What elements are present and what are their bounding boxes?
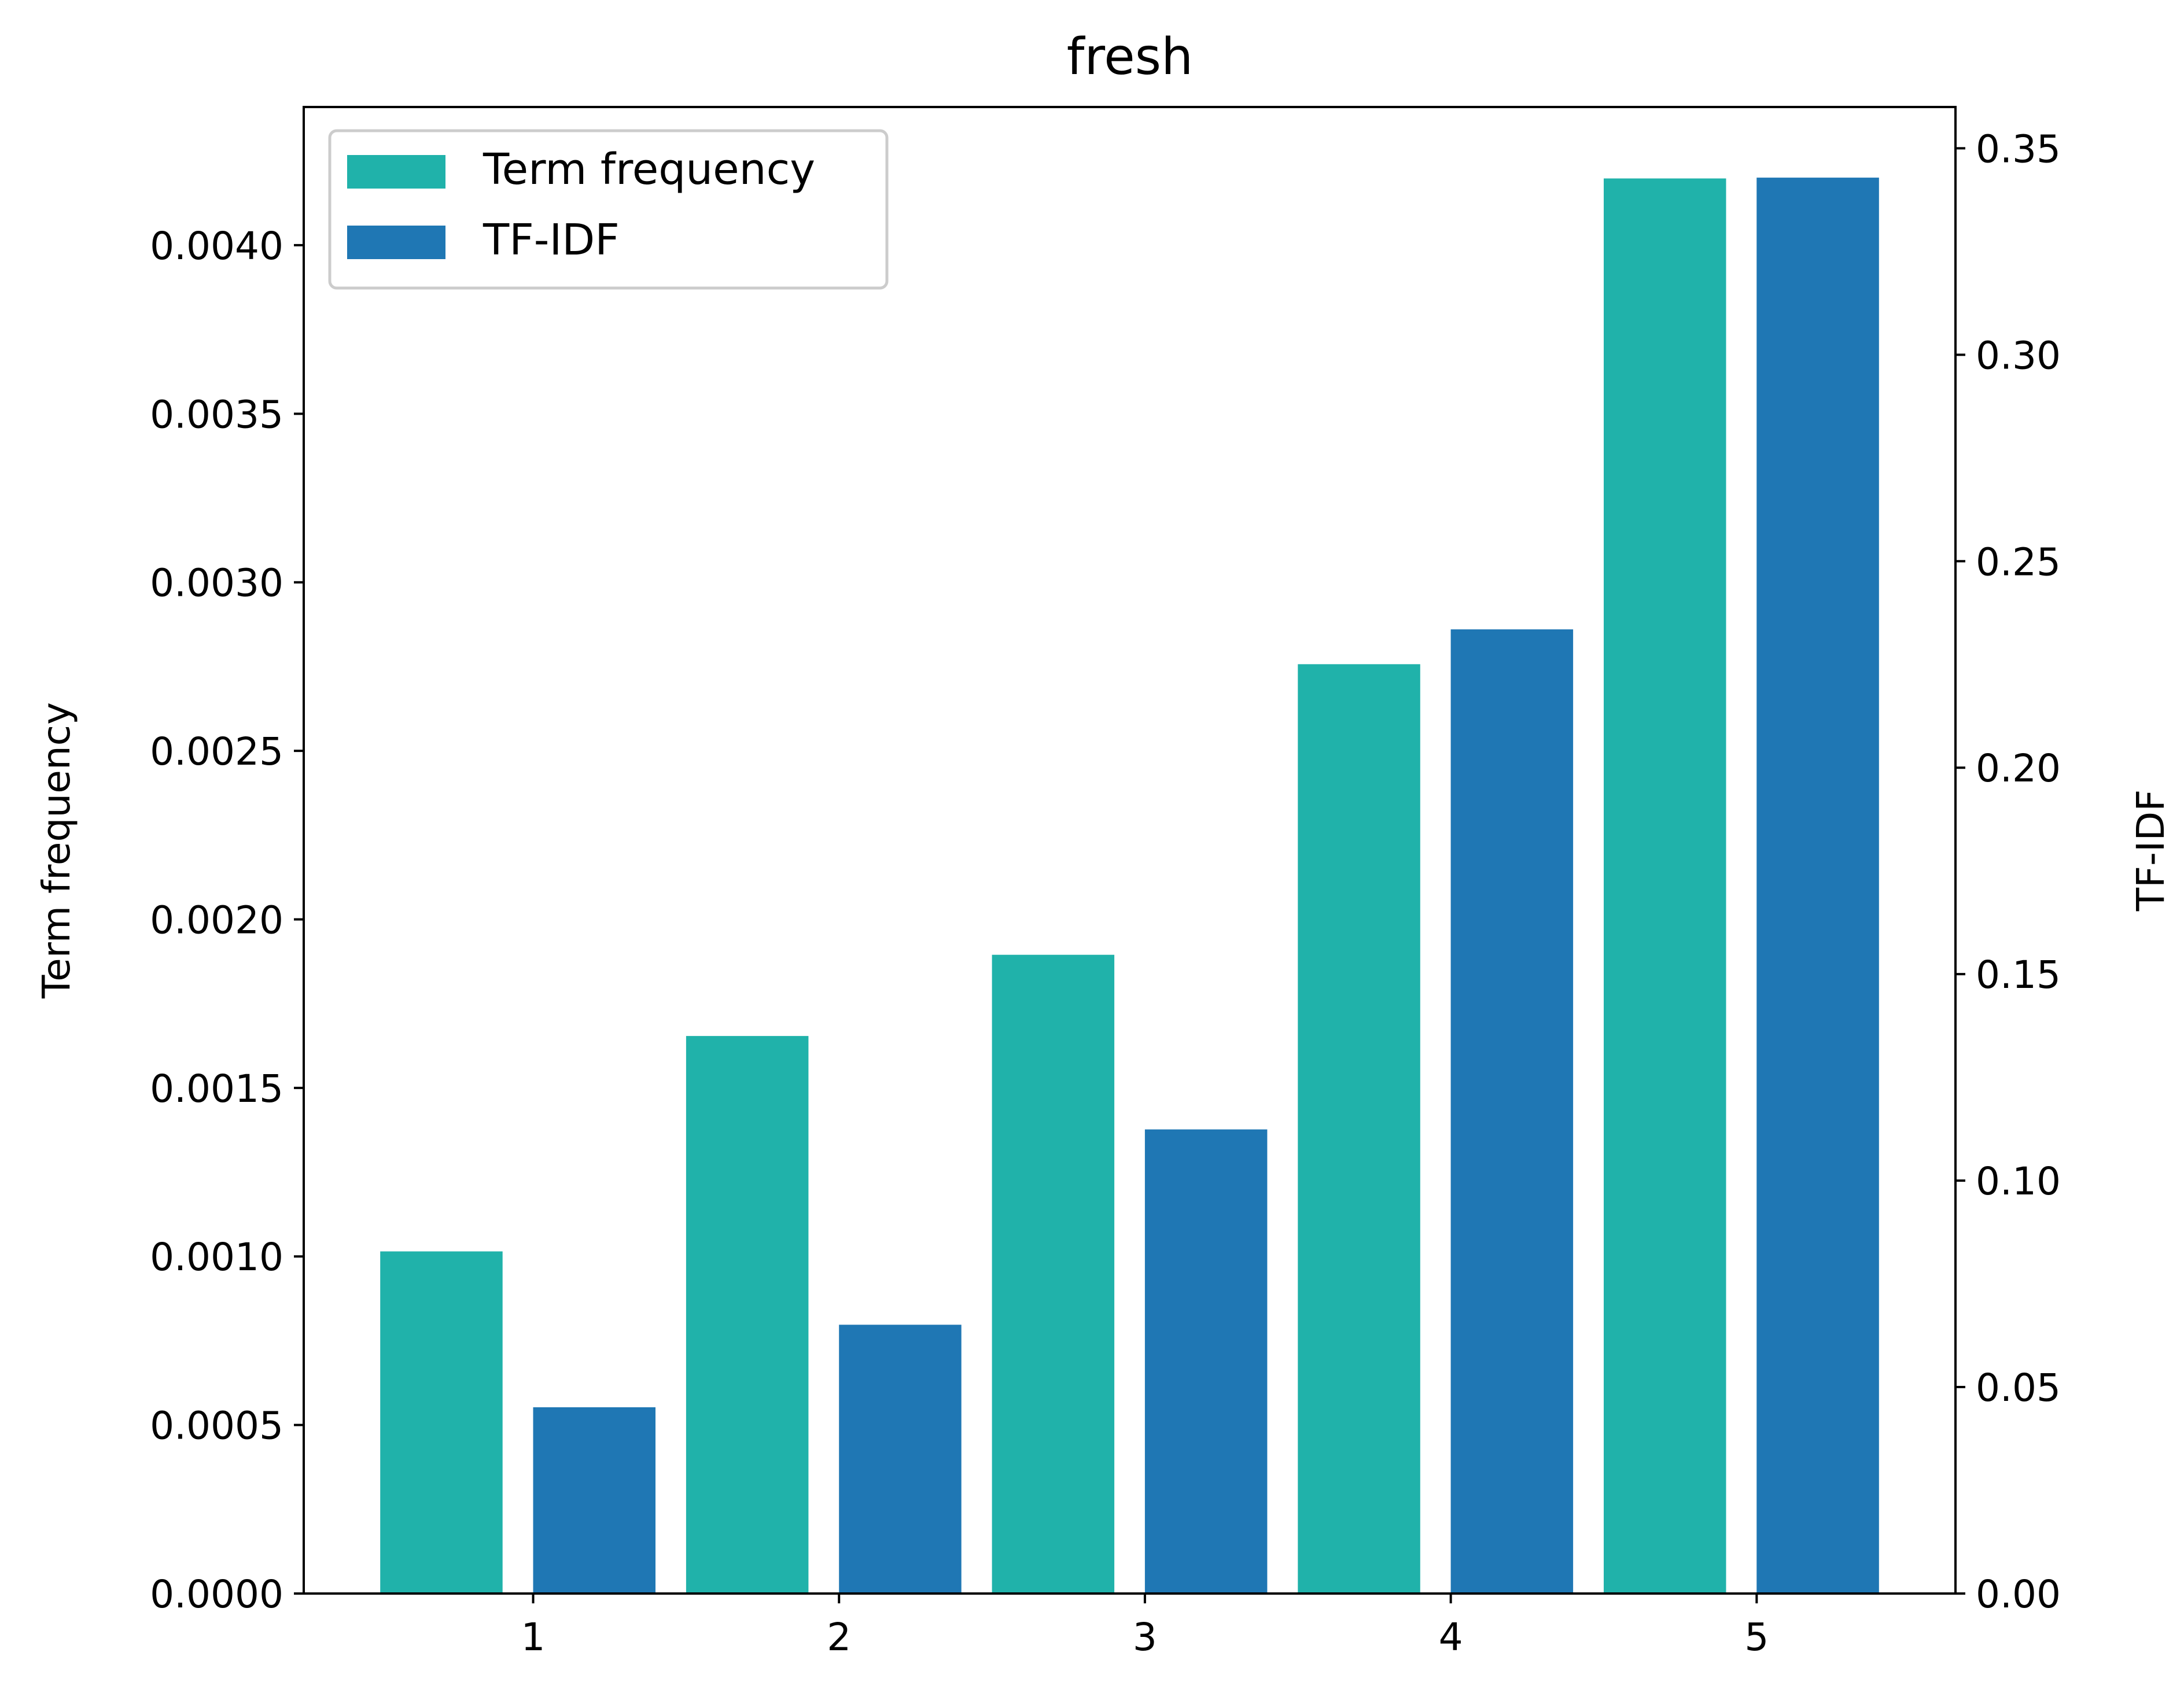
left-axis-label: Term frequency [34,702,79,999]
x-tick-label: 3 [1133,1615,1157,1659]
right-tick-label: 0.00 [1976,1572,2061,1617]
legend-swatch-tf-idf [347,226,445,259]
left-tick-label: 0.0040 [150,224,283,268]
right-tick-label: 0.10 [1976,1159,2061,1204]
bar-term-frequency-4 [1298,664,1420,1594]
right-axis-label: TF-IDF [2128,790,2173,912]
right-tick-label: 0.25 [1976,540,2061,584]
right-axis-ticks: 0.00 0.05 0.10 0.15 0.20 0.25 0.30 0.35 [1955,127,2061,1617]
right-tick-label: 0.35 [1976,127,2061,171]
right-tick-label: 0.05 [1976,1366,2061,1410]
x-tick-label: 2 [827,1615,851,1659]
legend-label-tf-idf: TF-IDF [483,215,620,265]
left-tick-label: 0.0015 [150,1067,283,1111]
right-tick-label: 0.30 [1976,333,2061,378]
x-tick-label: 5 [1744,1615,1769,1659]
left-axis-ticks: 0.0000 0.0005 0.0010 0.0015 0.0020 0.0025 0.00… [150,224,304,1617]
legend-frame [328,129,889,290]
bar-term-frequency-2 [686,1036,809,1594]
bar-tf-idf-4 [1450,629,1574,1594]
left-tick-label: 0.0010 [150,1235,283,1279]
legend-swatch-term-frequency [347,155,445,189]
left-tick-label: 0.0000 [150,1572,283,1617]
bars-group [380,178,1879,1594]
x-axis-ticks: 1 2 3 4 5 [521,1594,1769,1659]
legend-label-term-frequency: Term frequency [483,145,815,194]
left-tick-label: 0.0005 [150,1404,283,1448]
left-tick-label: 0.0020 [150,898,283,942]
chart-title: fresh [1067,27,1193,86]
right-tick-label: 0.15 [1976,953,2061,997]
left-tick-label: 0.0035 [150,392,283,437]
bar-tf-idf-3 [1144,1129,1268,1594]
right-tick-label: 0.20 [1976,746,2061,791]
legend: Term frequency TF-IDF [328,129,889,290]
bar-tf-idf-5 [1756,178,1879,1594]
left-tick-label: 0.0025 [150,729,283,774]
x-tick-label: 1 [521,1615,546,1659]
plot-frame [303,106,1957,1595]
x-tick-label: 4 [1439,1615,1463,1659]
left-tick-label: 0.0030 [150,561,283,606]
bar-term-frequency-1 [380,1251,503,1594]
bar-term-frequency-5 [1604,178,1726,1594]
bar-term-frequency-3 [992,954,1115,1594]
bar-tf-idf-2 [839,1325,962,1594]
bar-tf-idf-1 [533,1407,655,1594]
